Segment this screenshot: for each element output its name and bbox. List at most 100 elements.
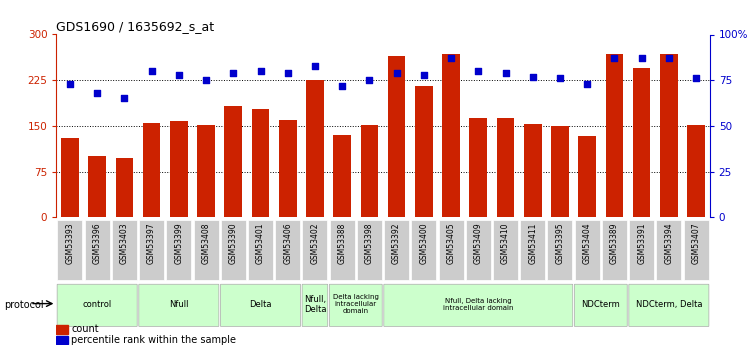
Bar bbox=[439, 220, 463, 280]
FancyBboxPatch shape bbox=[629, 284, 709, 326]
Bar bbox=[194, 220, 219, 280]
Text: GSM53398: GSM53398 bbox=[365, 223, 374, 264]
Point bbox=[336, 83, 348, 88]
Point bbox=[445, 56, 457, 61]
Point bbox=[363, 77, 376, 83]
Point bbox=[228, 70, 240, 76]
Text: GSM53410: GSM53410 bbox=[501, 223, 510, 264]
Point bbox=[690, 76, 702, 81]
Point bbox=[119, 96, 131, 101]
Point bbox=[146, 68, 158, 74]
Bar bbox=[252, 109, 270, 217]
FancyBboxPatch shape bbox=[330, 284, 382, 326]
Point bbox=[173, 72, 185, 78]
Bar bbox=[306, 80, 324, 217]
Bar bbox=[116, 158, 133, 217]
Text: GSM53395: GSM53395 bbox=[556, 223, 565, 264]
Bar bbox=[575, 220, 600, 280]
Point bbox=[472, 68, 484, 74]
Text: GSM53393: GSM53393 bbox=[65, 223, 74, 264]
Bar bbox=[415, 86, 433, 217]
Point bbox=[64, 81, 76, 87]
Text: protocol: protocol bbox=[4, 300, 44, 310]
FancyBboxPatch shape bbox=[575, 284, 627, 326]
Bar bbox=[605, 54, 623, 217]
Text: GSM53397: GSM53397 bbox=[147, 223, 156, 264]
Bar bbox=[629, 220, 654, 280]
Bar bbox=[466, 220, 491, 280]
Text: GSM53396: GSM53396 bbox=[92, 223, 101, 264]
Bar bbox=[279, 120, 297, 217]
Bar bbox=[551, 126, 569, 217]
Bar bbox=[170, 121, 188, 217]
Bar bbox=[547, 220, 572, 280]
Bar bbox=[61, 138, 79, 217]
Bar bbox=[520, 220, 545, 280]
FancyBboxPatch shape bbox=[57, 284, 137, 326]
Point bbox=[499, 70, 511, 76]
Text: NDCterm, Delta: NDCterm, Delta bbox=[635, 300, 702, 309]
Point bbox=[309, 63, 321, 68]
Text: GSM53391: GSM53391 bbox=[637, 223, 646, 264]
Point bbox=[391, 70, 403, 76]
Text: GSM53404: GSM53404 bbox=[583, 223, 592, 264]
Point bbox=[663, 56, 675, 61]
Bar bbox=[143, 123, 161, 217]
Text: GSM53408: GSM53408 bbox=[201, 223, 210, 264]
Text: GSM53400: GSM53400 bbox=[419, 223, 428, 264]
Text: GSM53402: GSM53402 bbox=[310, 223, 319, 264]
Text: GSM53392: GSM53392 bbox=[392, 223, 401, 264]
Bar bbox=[469, 118, 487, 217]
Bar bbox=[683, 220, 709, 280]
Bar bbox=[57, 220, 83, 280]
FancyBboxPatch shape bbox=[384, 284, 573, 326]
Bar bbox=[198, 125, 215, 217]
Text: GSM53406: GSM53406 bbox=[283, 223, 292, 264]
Bar bbox=[360, 125, 379, 217]
Bar bbox=[660, 54, 677, 217]
Point bbox=[200, 77, 212, 83]
Text: GSM53409: GSM53409 bbox=[474, 223, 483, 264]
Point bbox=[554, 76, 566, 81]
Point bbox=[282, 70, 294, 76]
Bar bbox=[166, 220, 192, 280]
Bar bbox=[89, 156, 106, 217]
Bar bbox=[687, 125, 705, 217]
Text: percentile rank within the sample: percentile rank within the sample bbox=[71, 335, 237, 345]
Bar bbox=[602, 220, 627, 280]
Text: GSM53399: GSM53399 bbox=[174, 223, 183, 264]
FancyBboxPatch shape bbox=[221, 284, 300, 326]
Text: GSM53394: GSM53394 bbox=[665, 223, 674, 264]
Point bbox=[255, 68, 267, 74]
Text: GSM53407: GSM53407 bbox=[692, 223, 701, 264]
FancyBboxPatch shape bbox=[302, 284, 327, 326]
Bar bbox=[330, 220, 354, 280]
Bar bbox=[275, 220, 300, 280]
Bar bbox=[633, 68, 650, 217]
Text: Nfull,
Delta: Nfull, Delta bbox=[303, 295, 326, 314]
Bar bbox=[524, 124, 541, 217]
Bar bbox=[578, 136, 596, 217]
Text: Delta lacking
intracellular
domain: Delta lacking intracellular domain bbox=[333, 294, 379, 314]
Point bbox=[608, 56, 620, 61]
Bar bbox=[384, 220, 409, 280]
Bar bbox=[225, 106, 242, 217]
Bar bbox=[85, 220, 110, 280]
Text: GDS1690 / 1635692_s_at: GDS1690 / 1635692_s_at bbox=[56, 20, 215, 33]
Bar bbox=[139, 220, 164, 280]
Bar bbox=[442, 54, 460, 217]
Bar bbox=[333, 135, 351, 217]
Bar bbox=[56, 336, 68, 344]
Point bbox=[635, 56, 647, 61]
Text: GSM53389: GSM53389 bbox=[610, 223, 619, 264]
Text: GSM53401: GSM53401 bbox=[256, 223, 265, 264]
Point bbox=[418, 72, 430, 78]
Bar bbox=[388, 56, 406, 217]
Text: NDCterm: NDCterm bbox=[581, 300, 620, 309]
FancyBboxPatch shape bbox=[139, 284, 219, 326]
Bar bbox=[656, 220, 681, 280]
Text: Nfull: Nfull bbox=[169, 300, 189, 309]
Text: control: control bbox=[83, 300, 112, 309]
Text: GSM53388: GSM53388 bbox=[338, 223, 347, 264]
Text: count: count bbox=[71, 325, 99, 334]
